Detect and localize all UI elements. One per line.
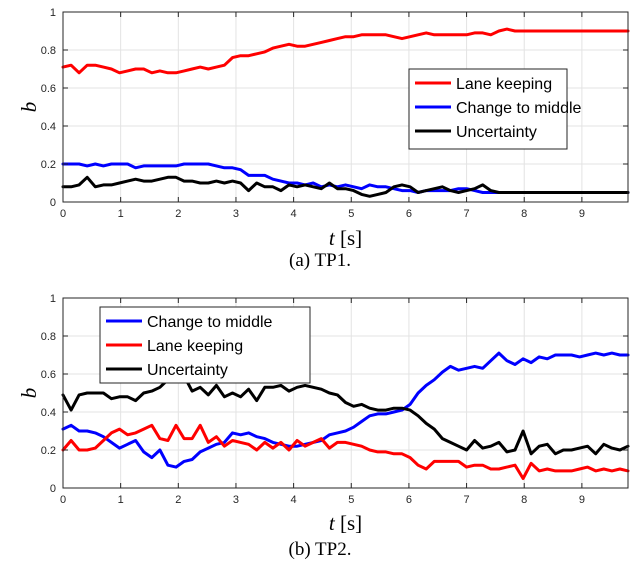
x-tick-label: 6 — [406, 208, 412, 220]
x-tick-label: 3 — [233, 494, 239, 506]
series-line — [61, 351, 630, 469]
x-tick-label: 3 — [233, 208, 239, 220]
y-tick-label: 0.2 — [41, 159, 56, 171]
legend-label: Uncertainty — [456, 124, 537, 141]
y-tick-label: 0.8 — [41, 45, 56, 57]
y-tick-label: 0 — [50, 483, 56, 495]
axes-box — [62, 11, 629, 203]
y-tick-label: 1 — [50, 293, 56, 305]
y-axis-label: b — [17, 102, 41, 113]
x-tick-label: 4 — [291, 208, 297, 220]
x-tick-label: 9 — [579, 494, 585, 506]
series-line — [61, 423, 630, 480]
legend-label: Lane keeping — [147, 338, 243, 355]
x-tick-label: 7 — [464, 494, 470, 506]
y-tick-label: 1 — [50, 7, 56, 19]
series-line — [61, 374, 630, 456]
legend-label: Change to middle — [456, 100, 582, 117]
x-tick-label: 2 — [175, 494, 181, 506]
x-tick-label: 6 — [406, 494, 412, 506]
y-tick-label: 0.2 — [41, 445, 56, 457]
legend-label: Uncertainty — [147, 362, 228, 379]
series-line — [61, 27, 630, 75]
x-tick-label: 0 — [60, 208, 66, 220]
x-tick-label: 1 — [118, 208, 124, 220]
x-tick-label: 5 — [348, 208, 354, 220]
x-tick-label: 2 — [175, 208, 181, 220]
y-tick-label: 0.4 — [41, 407, 56, 419]
x-tick-label: 1 — [118, 494, 124, 506]
y-tick-label: 0.6 — [41, 83, 56, 95]
x-tick-label: 8 — [521, 208, 527, 220]
y-axis-label: b — [17, 388, 41, 399]
x-tick-label: 7 — [464, 208, 470, 220]
x-tick-label: 5 — [348, 494, 354, 506]
legend-label: Lane keeping — [456, 76, 552, 93]
x-tick-label: 0 — [60, 494, 66, 506]
panel-tp1: 0 1 2 3 4 5 6 7 8 9 0 0.2 0.4 0.6 0.8 1 t [s] b Lane keepi… — [17, 7, 630, 271]
y-tick-label: 0.8 — [41, 331, 56, 343]
x-axis-label: t [s] — [329, 226, 362, 250]
x-tick-label: 4 — [291, 494, 297, 506]
x-tick-label: 8 — [521, 494, 527, 506]
axes-box — [62, 297, 629, 489]
y-tick-label: 0.6 — [41, 369, 56, 381]
legend-label: Change to middle — [147, 314, 273, 331]
y-tick-label: 0 — [50, 197, 56, 209]
x-tick-label: 9 — [579, 208, 585, 220]
x-axis-label: t [s] — [329, 511, 362, 535]
series-line — [61, 175, 630, 198]
y-tick-label: 0.4 — [41, 121, 56, 133]
panel-caption: (b) TP2. — [289, 539, 352, 560]
panel-caption: (a) TP1. — [289, 250, 351, 271]
panel-tp2: 0 1 2 3 4 5 6 7 8 9 0 0.2 0.4 0.6 0.8 1 t [s] b Change to … — [17, 293, 630, 560]
